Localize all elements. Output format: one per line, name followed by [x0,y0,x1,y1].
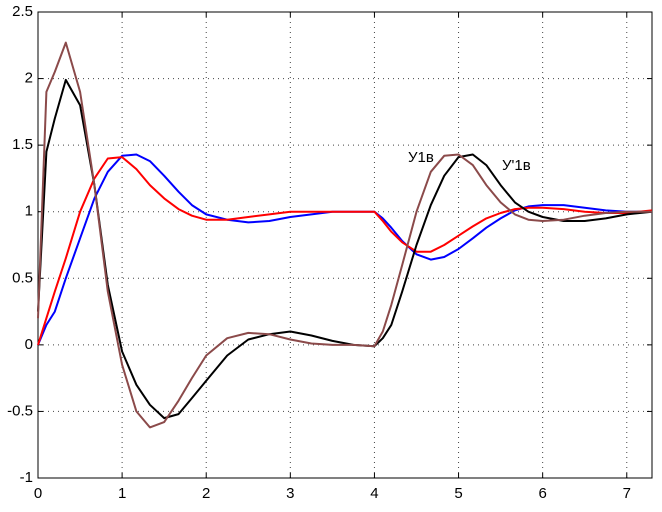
axes-box [37,11,653,479]
x-tick-label: 0 [34,485,42,502]
series-line [37,156,653,346]
y-tick-label: 2 [25,70,33,87]
plot-area [38,12,652,478]
x-tick-label: 7 [623,485,631,502]
y-tick-label: 0 [25,336,33,353]
y-tick-label: 1 [25,203,33,220]
y-tick-label: 1.5 [12,136,33,153]
x-tick-label: 3 [286,485,294,502]
y-tick-label: 2.5 [12,3,33,20]
y-tick-label: -1 [20,469,33,486]
x-tick-label: 4 [370,485,378,502]
annotation: У1в [408,149,434,166]
series-line [37,41,652,429]
x-tick-label: 2 [202,485,210,502]
annotation: У'1в [502,157,531,174]
series-line [37,78,653,420]
y-tick-label: -0.5 [7,402,33,419]
y-tick-label: 0.5 [12,269,33,286]
x-tick-label: 6 [538,485,546,502]
x-tick-label: 1 [118,485,126,502]
x-tick-label: 5 [454,485,462,502]
